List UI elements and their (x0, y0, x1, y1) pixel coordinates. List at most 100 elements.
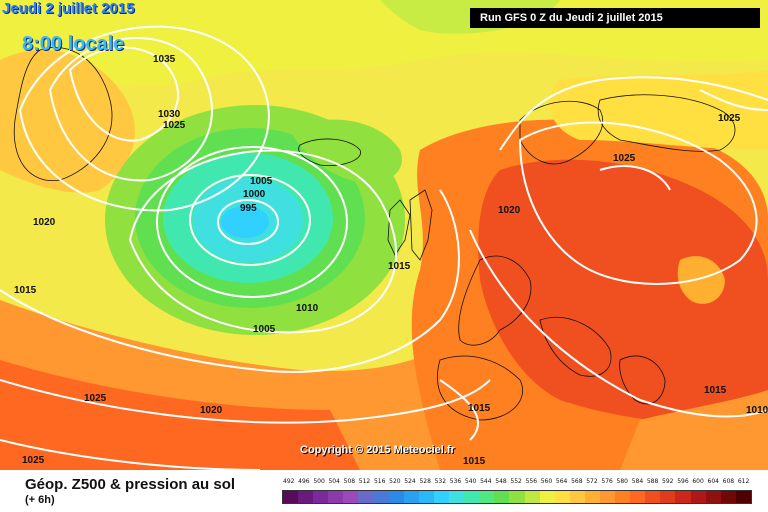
date-label: Jeudi 2 juillet 2015 (2, 0, 135, 17)
legend-tick-label: 592 (662, 478, 674, 485)
legend-tick-label: 584 (631, 478, 644, 485)
isobar-label: 1000 (243, 189, 266, 200)
legend-swatch (509, 491, 525, 503)
legend-swatch (298, 491, 314, 503)
isobar-label: 1035 (153, 54, 176, 65)
low-core (221, 206, 269, 238)
color-legend (282, 490, 752, 504)
legend-tick-label: 492 (283, 478, 295, 485)
isobar-label: 1025 (613, 153, 636, 164)
legend-swatch (569, 491, 585, 503)
field-southwest-red (0, 360, 360, 470)
run-info: Run GFS 0 Z du Jeudi 2 juillet 2015 (470, 8, 760, 28)
weather-map: 1035 1030 1025 1005 1000 995 1020 1015 1… (0, 0, 768, 470)
legend-tick-label: 572 (586, 478, 598, 485)
legend-tick-label: 512 (358, 478, 371, 485)
isobar-label: 1020 (33, 217, 56, 228)
legend-tick-label: 500 (313, 478, 325, 485)
isobar-label: 1020 (498, 205, 521, 216)
isobar-label: 1020 (200, 405, 223, 416)
legend-tick-label: 552 (510, 478, 522, 485)
field-iceland (290, 119, 402, 184)
legend-tick-label: 520 (389, 478, 401, 485)
legend-ticks: 492 496 500 504 508 512 516 520 524 528 532 536 540 5… (282, 478, 752, 490)
isobar-label: 1015 (463, 456, 486, 467)
legend-tick-label: 544 (480, 478, 492, 485)
legend-tick-label: 516 (373, 478, 386, 485)
legend-swatch (599, 491, 616, 503)
legend-tick-label: 528 (419, 478, 431, 485)
legend-tick-label: 604 (707, 478, 719, 485)
legend-tick-label: 536 (449, 478, 462, 485)
legend-swatch (705, 491, 721, 503)
legend-tick-label: 580 (616, 478, 628, 485)
legend-tick-label: 608 (722, 478, 735, 485)
legend-swatch (418, 491, 434, 503)
legend-swatch (313, 491, 329, 503)
isobar-label: 1015 (704, 385, 727, 396)
legend-tick-label: 496 (298, 478, 310, 485)
isobar-label: 1025 (84, 393, 107, 404)
legend-swatch (358, 491, 374, 503)
legend-swatch (494, 491, 510, 503)
legend-swatch (615, 491, 631, 503)
legend-swatch (388, 491, 404, 503)
field-scandinavia (549, 70, 768, 150)
legend-swatch (373, 491, 389, 503)
isobar-label: 1015 (14, 285, 37, 296)
legend-swatch (479, 491, 495, 503)
legend-tick-label: 612 (737, 478, 750, 485)
isobar-label: 1010 (746, 405, 768, 416)
legend-tick-label: 532 (434, 478, 447, 485)
legend-swatch (690, 491, 706, 503)
isobars (0, 25, 768, 470)
map-title: Géop. Z500 & pression au sol (25, 476, 236, 493)
field-europe-red (478, 159, 768, 424)
legend-swatch (524, 491, 540, 503)
legend-swatch (464, 491, 480, 503)
isobar-labels: 1035 1030 1025 1005 1000 995 1020 1015 1… (14, 54, 768, 467)
legend-tick-label: 564 (555, 478, 568, 485)
legend-swatch (630, 491, 646, 503)
legend-swatch (403, 491, 419, 503)
isobar-label: 1025 (718, 113, 741, 124)
isobar-label: 1005 (250, 176, 273, 187)
isobar-label: 1025 (22, 455, 45, 466)
legend-swatch (539, 491, 555, 503)
legend-tick-label: 540 (464, 478, 477, 485)
legend-tick-label: 548 (495, 478, 507, 485)
legend-tick-label: 524 (404, 478, 416, 485)
legend-swatch (554, 491, 570, 503)
isobar-label: 1010 (296, 303, 319, 314)
legend-tick-label: 556 (525, 478, 538, 485)
legend-swatch (433, 491, 450, 503)
legend-swatch (675, 491, 691, 503)
isobar-label: 1025 (163, 120, 186, 131)
legend-swatch (720, 491, 736, 503)
legend-tick-label: 568 (571, 478, 583, 485)
legend-swatch (584, 491, 600, 503)
legend-tick-label: 576 (601, 478, 613, 485)
legend-tick-label: 596 (677, 478, 689, 485)
field-east-orange (620, 390, 768, 470)
isobar-label: 995 (240, 203, 257, 214)
legend-swatch (735, 491, 751, 503)
map-subtitle: (+ 6h) (25, 494, 55, 506)
isobar-label: 1015 (468, 403, 491, 414)
legend-swatch (328, 491, 344, 503)
legend-swatch (449, 491, 465, 503)
field-eastern-spot (677, 256, 725, 304)
legend-swatch (343, 491, 359, 503)
copyright-label: Copyright © 2015 Meteociel.fr (300, 444, 455, 456)
isobar-label: 1005 (253, 324, 276, 335)
legend-tick-label: 588 (646, 478, 659, 485)
isobar-label: 1030 (158, 109, 181, 120)
isobar-label: 1015 (388, 261, 411, 272)
map-canvas: 1035 1030 1025 1005 1000 995 1020 1015 1… (0, 0, 768, 470)
legend-tick-label: 508 (343, 478, 356, 485)
legend-tick-label: 504 (328, 478, 340, 485)
time-label: 8:00 locale (22, 33, 125, 55)
legend-tick-label: 600 (692, 478, 704, 485)
legend-swatch (283, 491, 299, 503)
legend-swatch (660, 491, 676, 503)
